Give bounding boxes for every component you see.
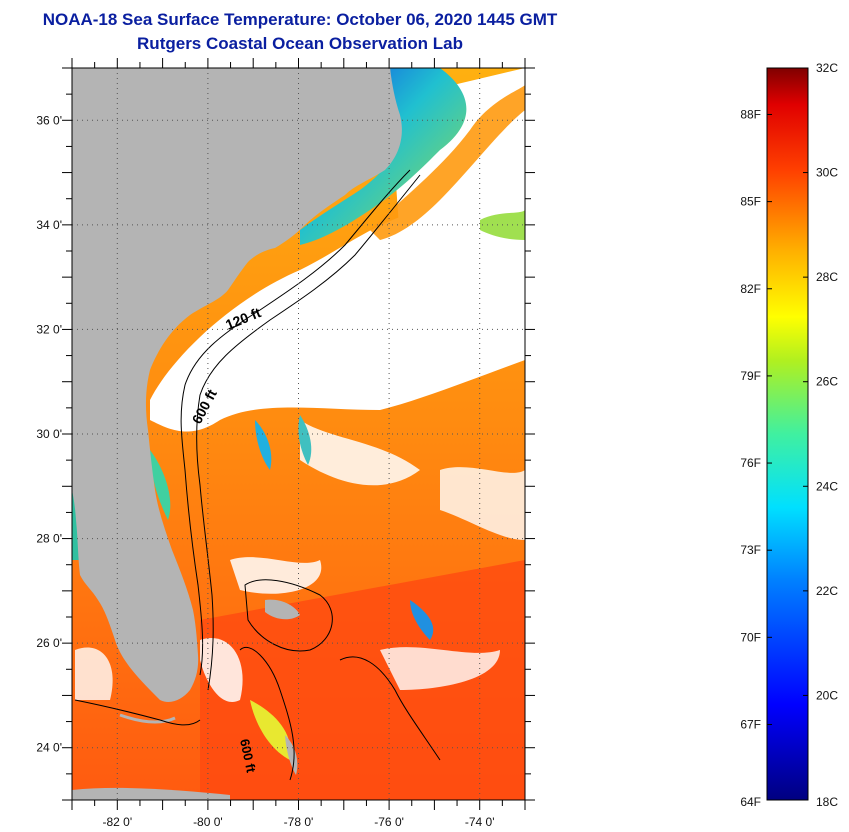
contour-label-600ft-bahamas: 600 ft bbox=[237, 738, 259, 775]
cool-streak-2 bbox=[298, 415, 312, 465]
longitude-labels: -82 0' -80 0' -78 0' -76 0' -74 0' bbox=[102, 815, 494, 829]
lat-label: 24 0' bbox=[36, 741, 62, 755]
contour-bahamas-2 bbox=[239, 647, 295, 781]
landmass-cuba bbox=[72, 787, 230, 800]
contour-120ft bbox=[180, 169, 411, 676]
landmass-bahamas-1 bbox=[265, 599, 300, 620]
latitude-labels: 36 0' 34 0' 32 0' 30 0' 28 0' 26 0' 24 0' bbox=[36, 113, 62, 754]
lat-label: 28 0' bbox=[36, 532, 62, 546]
cool-streak-3 bbox=[150, 450, 171, 520]
cool-streak-4 bbox=[410, 600, 434, 640]
map-subtitle: Rutgers Coastal Ocean Observation Lab bbox=[137, 34, 463, 53]
lon-label: -78 0' bbox=[284, 815, 314, 829]
cloud-cover-patch-4 bbox=[200, 638, 243, 702]
lat-label: 34 0' bbox=[36, 218, 62, 232]
cloud-cover-patch-5 bbox=[380, 647, 500, 690]
florida-keys bbox=[119, 713, 176, 724]
colorbar-fahrenheit-label: 73F bbox=[740, 543, 761, 557]
contour-bahamas-3 bbox=[339, 656, 441, 761]
colorbar-celsius-label: 32C bbox=[816, 61, 838, 75]
cold-coastal-water bbox=[300, 68, 467, 245]
landmass-united-states bbox=[72, 68, 402, 702]
colorbar-celsius-label: 28C bbox=[816, 270, 838, 284]
lat-label: 32 0' bbox=[36, 322, 62, 336]
cloud-cover bbox=[150, 190, 525, 432]
colorbar-celsius-label: 20C bbox=[816, 688, 838, 702]
lon-label: -80 0' bbox=[193, 815, 223, 829]
colorbar-celsius-label: 18C bbox=[816, 795, 838, 809]
map-frame bbox=[71, 67, 526, 801]
cool-streak-5 bbox=[250, 700, 291, 760]
colorbar-celsius-label: 24C bbox=[816, 479, 838, 493]
colorbar-celsius-label: 30C bbox=[816, 166, 838, 180]
axis-ticks bbox=[62, 58, 535, 810]
contour-600ft bbox=[196, 174, 421, 691]
colorbar-celsius-label: 26C bbox=[816, 375, 838, 389]
colorbar-fahrenheit-ticks: 88F 85F 82F 79F 76F 73F 70F 67F 64F bbox=[740, 107, 772, 809]
colorbar-fahrenheit-label: 64F bbox=[740, 795, 761, 809]
colorbar-celsius-ticks: 32C 30C 28C 26C 24C 22C 20C 18C bbox=[803, 61, 838, 809]
colorbar-fahrenheit-label: 88F bbox=[740, 107, 761, 121]
colorbar-fahrenheit-label: 76F bbox=[740, 456, 761, 470]
colorbar-fahrenheit-label: 82F bbox=[740, 282, 761, 296]
colorbar-celsius-label: 22C bbox=[816, 584, 838, 598]
lat-label: 30 0' bbox=[36, 427, 62, 441]
cloud-cover-patch-6 bbox=[75, 647, 113, 700]
colorbar-gradient bbox=[766, 67, 809, 801]
map-title: NOAA-18 Sea Surface Temperature: October… bbox=[42, 10, 558, 29]
lon-label: -82 0' bbox=[102, 815, 132, 829]
landmass-bahamas-2 bbox=[285, 735, 298, 775]
contour-bahamas bbox=[244, 579, 333, 652]
cloud-cover-patch-1 bbox=[300, 420, 420, 486]
contour-south-florida bbox=[74, 699, 201, 726]
lat-label: 26 0' bbox=[36, 636, 62, 650]
cool-streak-1 bbox=[255, 420, 272, 470]
warm-gulf-stream bbox=[370, 85, 525, 240]
temperature-colorbar: 32C 30C 28C 26C 24C 22C 20C 18C 88F 85F 82F 79F 76F… bbox=[740, 61, 838, 809]
graticule bbox=[72, 68, 525, 800]
colorbar-fahrenheit-label: 67F bbox=[740, 717, 761, 731]
lon-label: -76 0' bbox=[374, 815, 404, 829]
colorbar-fahrenheit-label: 79F bbox=[740, 369, 761, 383]
cloud-cover-patch-2 bbox=[440, 467, 525, 540]
cloud-cover-patch-3 bbox=[230, 557, 322, 594]
sst-map: 120 ft 600 ft 600 ft -82 0' -80 0' -78 0' -… bbox=[36, 58, 535, 829]
lat-label: 36 0' bbox=[36, 113, 62, 127]
colorbar-fahrenheit-label: 70F bbox=[740, 630, 761, 644]
lon-label: -74 0' bbox=[465, 815, 495, 829]
colorbar-fahrenheit-label: 85F bbox=[740, 195, 761, 209]
